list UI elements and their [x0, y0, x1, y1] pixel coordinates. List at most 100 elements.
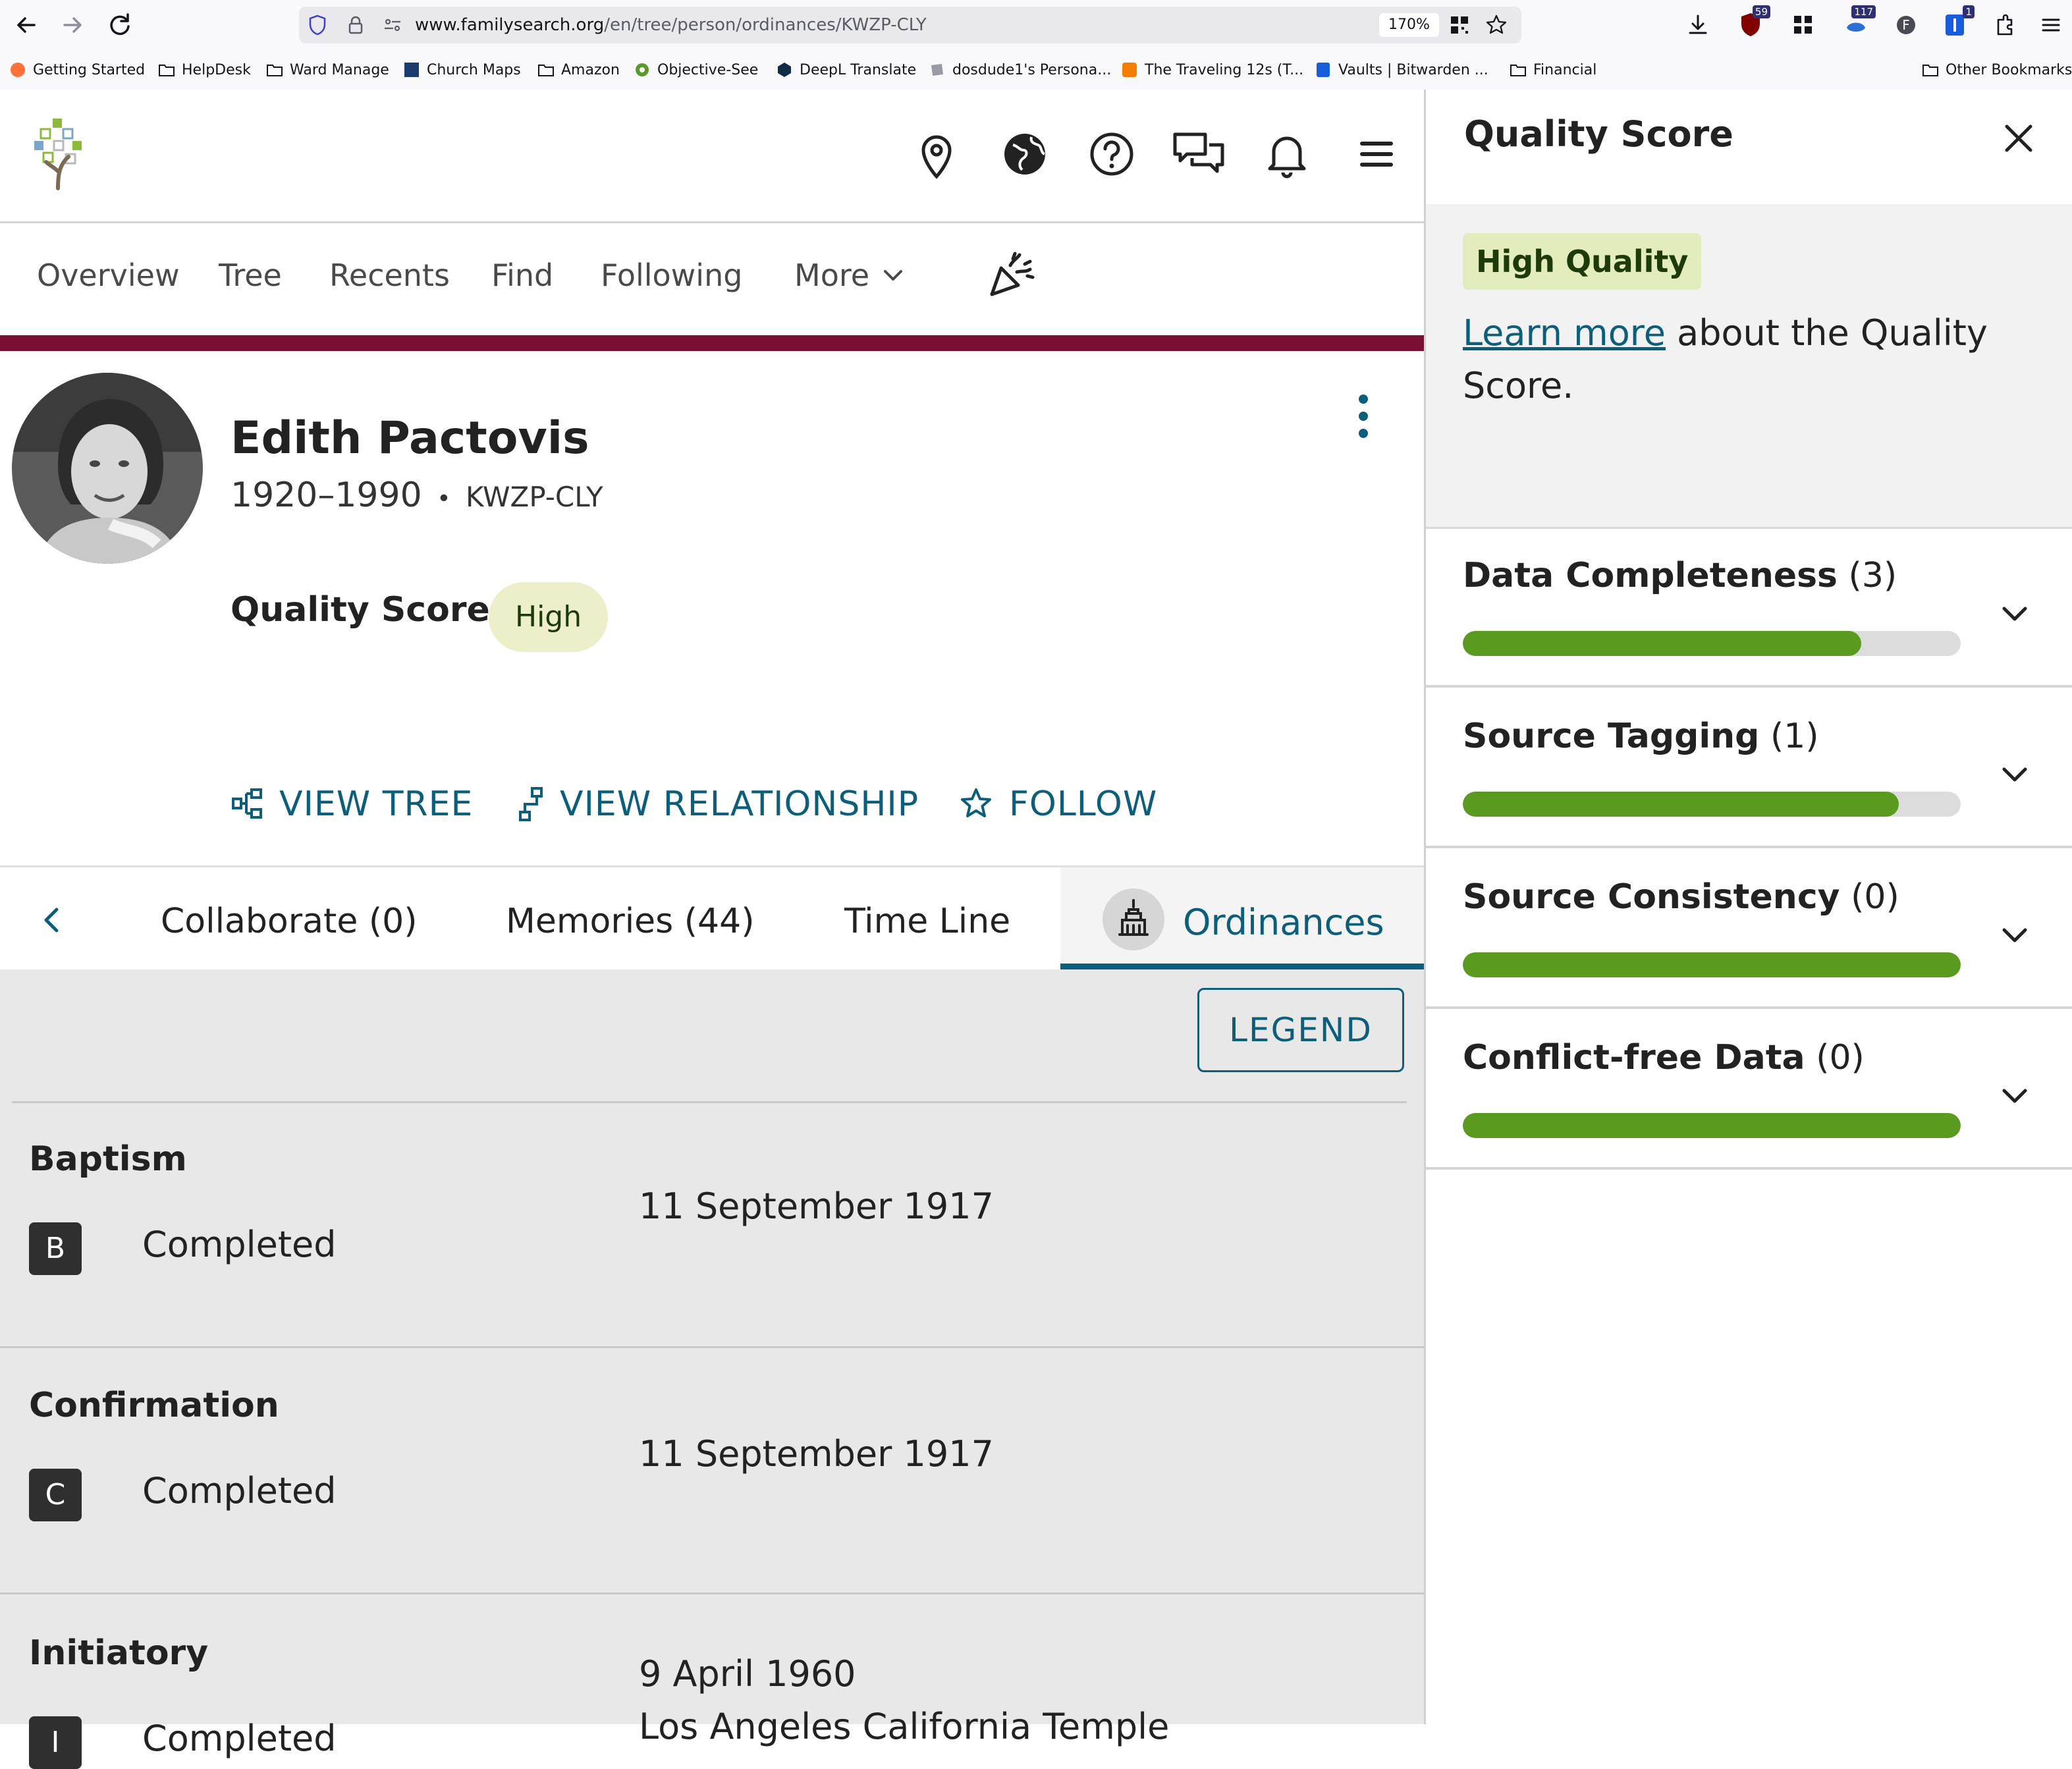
objective-see-icon — [634, 61, 651, 78]
map-pin-icon[interactable] — [909, 126, 964, 182]
shield-icon[interactable] — [306, 13, 329, 37]
ordinance-date: 11 September 1917 — [639, 1433, 994, 1475]
section-divider-bar — [0, 335, 1424, 351]
bookmark-item[interactable]: Vaults | Bitwarden ... — [1315, 57, 1488, 83]
nav-more[interactable]: More — [794, 258, 905, 293]
ublock-extension-icon[interactable]: 59 — [1735, 5, 1770, 41]
bitwarden-badge: 1 — [1963, 5, 1975, 18]
bookmark-item[interactable]: HelpDesk — [158, 57, 251, 83]
quality-score-badge[interactable]: High — [489, 582, 609, 652]
hamburger-menu-icon[interactable] — [1349, 126, 1404, 182]
folder-icon — [1510, 61, 1527, 78]
browser-menu-icon[interactable] — [2035, 9, 2067, 41]
bookmark-item[interactable]: DeepL Translate — [776, 57, 916, 83]
folder-icon — [158, 61, 175, 78]
view-relationship-button[interactable]: VIEW RELATIONSHIP — [516, 781, 919, 827]
qr-code-icon[interactable] — [1448, 13, 1471, 37]
downloads-icon[interactable] — [1682, 9, 1714, 41]
messages-icon[interactable] — [1171, 126, 1226, 182]
zoom-level[interactable]: 170% — [1379, 13, 1439, 37]
high-quality-badge: High Quality — [1463, 233, 1702, 290]
bookmark-item[interactable]: Ward Manage — [266, 57, 389, 83]
bookmark-item[interactable]: Church Maps — [403, 57, 521, 83]
grid-extension-icon[interactable] — [1787, 9, 1819, 41]
close-icon[interactable] — [1998, 117, 2040, 159]
chevron-down-icon[interactable] — [1996, 595, 2033, 632]
chevron-down-icon — [881, 263, 905, 287]
person-meta: 1920–1990 • KWZP-CLY — [231, 476, 603, 515]
help-icon[interactable] — [1084, 126, 1139, 182]
bookmark-item[interactable]: Amazon — [537, 57, 620, 83]
nav-overview[interactable]: Overview — [37, 258, 180, 293]
tab-collaborate[interactable]: Collaborate (0) — [161, 902, 418, 941]
ordinance-status: Completed — [142, 1224, 337, 1265]
nav-find[interactable]: Find — [491, 258, 554, 293]
tab-memories[interactable]: Memories (44) — [506, 902, 755, 941]
url-bar[interactable]: www.familysearch.org/en/tree/person/ordi… — [299, 7, 1521, 43]
bookmark-item[interactable]: Objective-See — [634, 57, 758, 83]
url-text[interactable]: www.familysearch.org/en/tree/person/ordi… — [415, 7, 927, 43]
extensions-puzzle-icon[interactable] — [1989, 9, 2021, 41]
bookmark-item[interactable]: dosdude1's Persona... — [929, 57, 1111, 83]
bookmark-item[interactable]: The Traveling 12s (T... — [1121, 57, 1303, 83]
firefox-icon — [9, 61, 26, 78]
bookmark-item[interactable]: Financial — [1510, 57, 1596, 83]
extension-a-icon[interactable]: 117 — [1840, 5, 1876, 41]
nav-following[interactable]: Following — [601, 258, 743, 293]
tabs-scroll-left-icon[interactable] — [32, 900, 71, 940]
follow-label: FOLLOW — [1009, 784, 1158, 824]
chevron-down-icon[interactable] — [1996, 917, 2033, 954]
metric-name: Conflict-free Data (0) — [1463, 1038, 1865, 1077]
ordinance-letter-badge: I — [29, 1716, 82, 1769]
ordinance-date: 11 September 1917 — [639, 1185, 994, 1227]
folder-icon — [1922, 61, 1939, 78]
celebration-party-popper-icon[interactable] — [984, 246, 1039, 301]
nav-tree[interactable]: Tree — [219, 258, 282, 293]
bookmark-star-icon[interactable] — [1485, 13, 1508, 37]
bitwarden-icon[interactable]: 1 — [1939, 5, 1975, 41]
account-f-icon[interactable]: F — [1890, 9, 1922, 41]
legend-button[interactable]: LEGEND — [1197, 988, 1404, 1072]
more-options-icon[interactable] — [1344, 385, 1383, 450]
back-icon[interactable] — [8, 7, 45, 43]
divider — [0, 1592, 1424, 1594]
metric-source-tagging[interactable]: Source Tagging (1) — [1426, 688, 2072, 848]
permissions-icon[interactable] — [381, 13, 404, 37]
follow-button[interactable]: FOLLOW — [958, 781, 1157, 827]
view-tree-button[interactable]: VIEW TREE — [231, 781, 473, 827]
other-bookmarks[interactable]: Other Bookmarks — [1922, 57, 2072, 83]
metric-conflict-free-data[interactable]: Conflict-free Data (0) — [1426, 1009, 2072, 1170]
reload-icon[interactable] — [101, 7, 138, 43]
quality-score-label: Quality Score: — [231, 590, 504, 630]
forward-icon[interactable] — [54, 7, 91, 43]
tab-timeline[interactable]: Time Line — [844, 902, 1011, 941]
globe-icon[interactable] — [997, 126, 1052, 182]
bookmark-item[interactable]: Getting Started — [9, 57, 145, 83]
view-tree-label: VIEW TREE — [279, 784, 474, 824]
metric-source-consistency[interactable]: Source Consistency (0) — [1426, 848, 2072, 1009]
lock-icon[interactable] — [344, 13, 368, 37]
app-header — [0, 90, 1424, 223]
ordinance-status: Completed — [142, 1470, 337, 1511]
tab-ordinances[interactable]: Ordinances — [1060, 867, 1424, 971]
quality-score-panel: Quality Score High Quality Learn more ab… — [1426, 90, 2072, 1724]
notifications-bell-icon[interactable] — [1259, 126, 1315, 182]
blogger-icon — [1121, 61, 1138, 78]
familysearch-tree-logo[interactable] — [29, 115, 95, 194]
nav-recents[interactable]: Recents — [329, 258, 450, 293]
meta-separator: • — [437, 485, 451, 512]
view-relationship-label: VIEW RELATIONSHIP — [560, 784, 919, 824]
metric-data-completeness[interactable]: Data Completeness (3) — [1426, 527, 2072, 688]
person-avatar[interactable] — [12, 373, 203, 564]
learn-more-link[interactable]: Learn more — [1463, 312, 1666, 354]
panel-divider — [1424, 90, 1426, 1724]
extension-a-badge: 117 — [1851, 5, 1876, 18]
chevron-down-icon[interactable] — [1996, 756, 2033, 793]
person-id[interactable]: KWZP-CLY — [465, 481, 603, 513]
bitwarden-small-icon — [1315, 61, 1332, 78]
chevron-down-icon[interactable] — [1996, 1077, 2033, 1114]
bookmarks-toolbar: Getting Started HelpDesk Ward Manage Chu… — [0, 57, 2072, 83]
folder-icon — [537, 61, 555, 78]
metric-progress-track — [1463, 792, 1961, 817]
metric-name: Source Consistency (0) — [1463, 877, 1899, 917]
